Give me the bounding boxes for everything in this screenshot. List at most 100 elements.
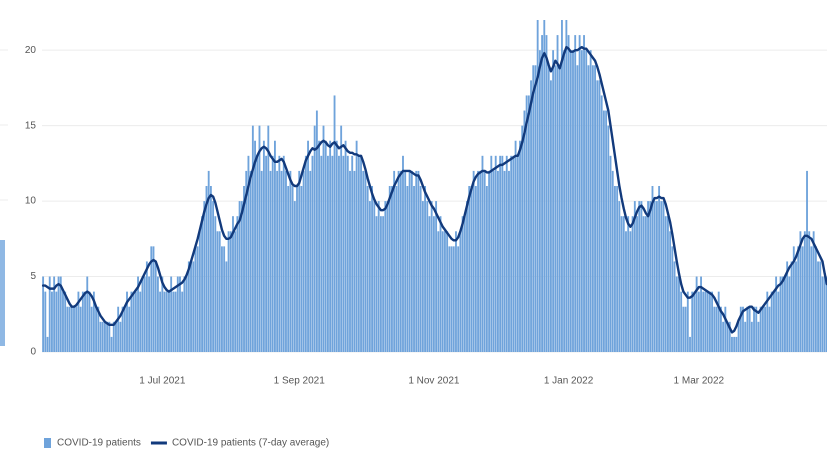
y-tick-label: 0 [30,347,36,358]
bar [492,170,495,352]
bar [90,306,93,352]
bar [419,186,422,352]
bar [320,155,323,352]
bar [97,306,100,352]
bar [415,170,418,352]
bar [609,155,612,352]
bar [346,155,349,352]
bar [587,65,590,352]
bar [452,246,455,352]
bar [664,216,667,352]
bar [46,336,49,352]
bar [739,306,742,352]
bar [229,231,232,352]
bar [530,80,532,352]
bar [602,110,605,352]
bar [764,306,767,352]
bar [198,231,201,352]
bar [251,125,254,353]
bar [205,186,208,352]
bar [466,201,468,352]
bar [179,276,181,352]
bar [755,306,758,352]
bar [448,246,451,352]
bar [426,201,429,352]
bar [181,291,184,352]
bar [326,155,329,352]
bar [236,216,239,352]
y-tick-label: 15 [25,120,37,131]
bar [214,216,217,352]
bar [309,170,312,352]
bar [556,35,559,352]
bar [342,155,345,352]
bar [150,246,153,352]
bar [282,155,285,352]
bar [689,336,691,352]
bars [42,20,827,353]
x-tick-label: 1 Nov 2021 [408,376,460,387]
bar [145,261,148,352]
bar [744,321,747,352]
bar [598,80,601,352]
bar [304,155,307,352]
bar [675,276,678,352]
bar [711,291,714,352]
bar [803,231,806,352]
bar [527,95,530,353]
bar [338,155,340,352]
bar [441,231,444,352]
bar [591,65,594,352]
bar [225,261,228,352]
bar [262,140,265,352]
bar [772,291,775,352]
bar [183,276,186,352]
bar [280,170,283,352]
bar [578,35,581,352]
bar [59,276,62,352]
bar [413,186,415,352]
bar [141,276,144,352]
bar [110,336,113,352]
bar [223,246,226,352]
bar [733,336,736,352]
x-tick-label: 1 Jan 2022 [544,376,594,387]
bar [335,140,338,352]
bar [600,95,603,353]
bar [212,201,215,352]
bar [194,246,197,352]
bar [673,261,676,352]
bar [636,216,638,352]
bar [737,321,740,352]
bar [536,20,539,352]
bar [567,35,570,352]
bar [801,246,804,352]
bar [508,170,510,352]
bar [477,170,479,352]
bar [457,246,460,352]
bar [620,216,623,352]
x-tick-label: 1 Mar 2022 [674,376,725,387]
bar [362,170,365,352]
bar [558,65,561,352]
bar [614,186,616,352]
bar [686,291,689,352]
bar [817,261,819,352]
average-line [41,45,827,334]
bar [421,201,424,352]
bar [428,216,431,352]
bar [101,321,104,352]
bar [766,291,769,352]
neighbour-panel [0,49,8,346]
bar [44,291,47,352]
bar [238,201,241,352]
bar [265,155,268,352]
bar [435,201,438,352]
bar [576,65,579,352]
bar [825,276,827,352]
bar [795,261,797,352]
bar [505,155,508,352]
bar [585,50,588,352]
bar [779,276,782,352]
bar [678,276,680,352]
